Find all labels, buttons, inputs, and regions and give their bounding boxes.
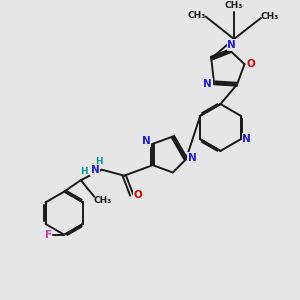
Text: O: O [134, 190, 143, 200]
Text: N: N [242, 134, 251, 144]
Text: CH₃: CH₃ [225, 1, 243, 10]
Text: CH₃: CH₃ [260, 12, 278, 21]
Text: N: N [91, 165, 100, 175]
Text: H: H [81, 167, 88, 176]
Text: N: N [188, 153, 197, 163]
Text: H: H [96, 157, 103, 166]
Text: N: N [203, 79, 212, 89]
Text: N: N [142, 136, 151, 146]
Text: N: N [227, 40, 236, 50]
Text: CH₃: CH₃ [188, 11, 206, 20]
Text: O: O [247, 59, 255, 69]
Text: CH₃: CH₃ [94, 196, 112, 205]
Text: F: F [44, 230, 52, 240]
